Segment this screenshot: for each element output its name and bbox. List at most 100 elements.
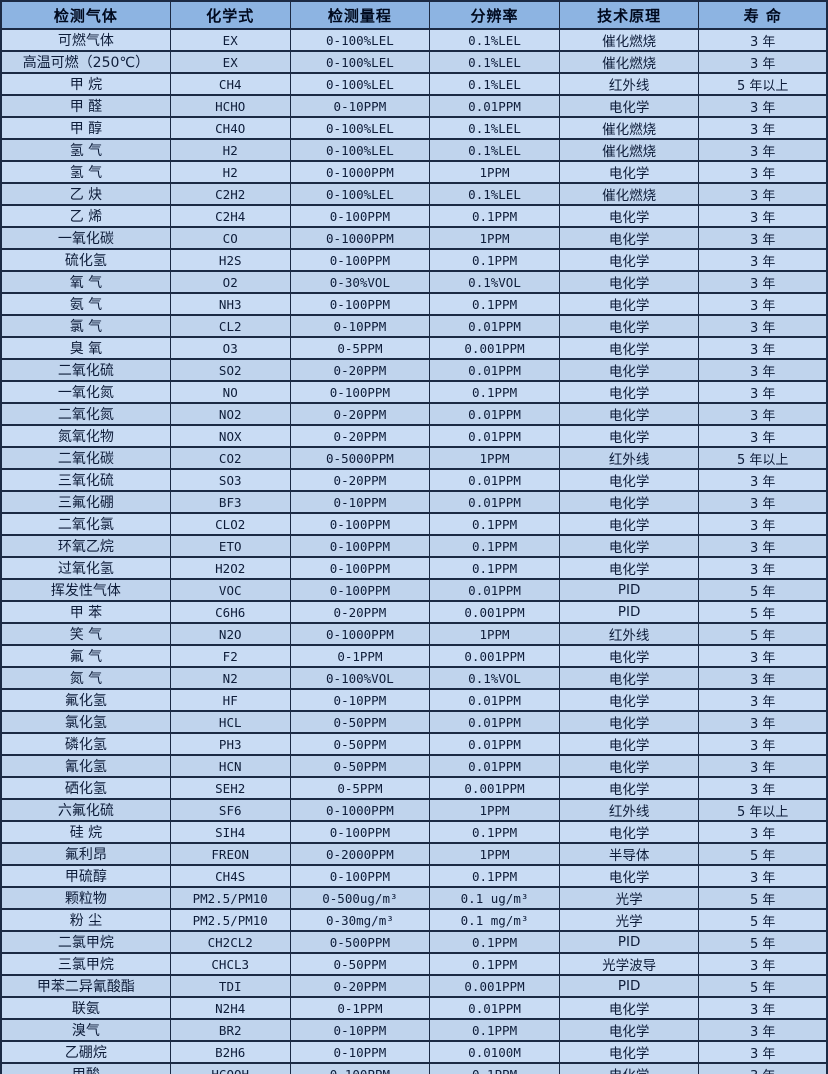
cell-principle: 红外线 [558,798,700,822]
cell-principle: 电化学 [558,512,700,536]
cell-resolution: 1PPM [429,622,560,646]
cell-gas: 粉 尘 [0,908,171,932]
cell-resolution: 0.1PPM [429,292,560,316]
cell-formula: N2O [169,622,291,646]
cell-lifespan: 3 年 [698,182,828,206]
cell-gas: 氰化氢 [0,754,171,778]
table-row: 挥发性气体 VOC 0-100PPM 0.01PPM PID 5 年 [0,578,828,602]
table-row: 粉 尘 PM2.5/PM10 0-30mg/m³ 0.1 mg/m³ 光学 5 年 [0,908,828,932]
cell-principle: 电化学 [558,1018,700,1042]
table-row: 笑 气 N2O 0-1000PPM 1PPM 红外线 5 年 [0,622,828,646]
cell-resolution: 0.001PPM [429,336,560,360]
cell-resolution: 0.1%LEL [429,28,560,52]
cell-lifespan: 5 年 [698,622,828,646]
cell-range: 0-50PPM [289,952,431,976]
table-row: 三氯甲烷 CHCL3 0-50PPM 0.1PPM 光学波导 3 年 [0,952,828,976]
cell-range: 0-100PPM [289,864,431,888]
cell-range: 0-100%LEL [289,50,431,74]
cell-range: 0-1000PPM [289,622,431,646]
cell-gas: 氮氧化物 [0,424,171,448]
cell-range: 0-1000PPM [289,226,431,250]
cell-principle: 电化学 [558,820,700,844]
cell-gas: 联氨 [0,996,171,1020]
cell-range: 0-100%LEL [289,28,431,52]
cell-formula: HCOOH [169,1062,291,1074]
table-row: 乙 炔 C2H2 0-100%LEL 0.1%LEL 催化燃烧 3 年 [0,182,828,206]
cell-range: 0-100%VOL [289,666,431,690]
table-row: 三氧化硫 SO3 0-20PPM 0.01PPM 电化学 3 年 [0,468,828,492]
cell-principle: 电化学 [558,1040,700,1064]
cell-lifespan: 3 年 [698,490,828,514]
cell-resolution: 0.1PPM [429,864,560,888]
table-row: 甲 烷 CH4 0-100%LEL 0.1%LEL 红外线 5 年以上 [0,72,828,96]
cell-gas: 甲 醇 [0,116,171,140]
cell-gas: 二氧化氯 [0,512,171,536]
table-row: 环氧乙烷 ETO 0-100PPM 0.1PPM 电化学 3 年 [0,534,828,558]
cell-lifespan: 3 年 [698,270,828,294]
cell-principle: PID [558,930,700,954]
cell-formula: VOC [169,578,291,602]
cell-resolution: 0.1 mg/m³ [429,908,560,932]
cell-resolution: 1PPM [429,446,560,470]
cell-lifespan: 3 年 [698,28,828,52]
cell-resolution: 0.1%VOL [429,666,560,690]
cell-resolution: 0.01PPM [429,402,560,426]
cell-resolution: 0.1PPM [429,556,560,580]
cell-principle: 电化学 [558,380,700,404]
cell-resolution: 1PPM [429,226,560,250]
cell-formula: H2 [169,138,291,162]
cell-gas: 臭 氧 [0,336,171,360]
cell-resolution: 1PPM [429,798,560,822]
table-row: 氟 气 F2 0-1PPM 0.001PPM 电化学 3 年 [0,644,828,668]
cell-resolution: 0.1PPM [429,820,560,844]
cell-formula: PH3 [169,732,291,756]
cell-range: 0-1000PPM [289,160,431,184]
cell-gas: 乙 烯 [0,204,171,228]
cell-formula: CHCL3 [169,952,291,976]
cell-principle: 红外线 [558,446,700,470]
cell-lifespan: 3 年 [698,644,828,668]
table-row: 甲 醇 CH4O 0-100%LEL 0.1%LEL 催化燃烧 3 年 [0,116,828,140]
cell-gas: 可燃气体 [0,28,171,52]
cell-formula: ETO [169,534,291,558]
cell-principle: 电化学 [558,754,700,778]
cell-lifespan: 3 年 [698,776,828,800]
cell-principle: 半导体 [558,842,700,866]
cell-formula: BR2 [169,1018,291,1042]
cell-principle: 电化学 [558,1062,700,1074]
cell-range: 0-20PPM [289,424,431,448]
cell-range: 0-20PPM [289,402,431,426]
cell-formula: SF6 [169,798,291,822]
cell-range: 0-10PPM [289,94,431,118]
table-row: 硅 烷 SIH4 0-100PPM 0.1PPM 电化学 3 年 [0,820,828,844]
cell-lifespan: 5 年以上 [698,446,828,470]
cell-principle: 电化学 [558,534,700,558]
cell-gas: 磷化氢 [0,732,171,756]
table-row: 甲苯二异氰酸酯 TDI 0-20PPM 0.001PPM PID 5 年 [0,974,828,998]
cell-resolution: 0.1%LEL [429,116,560,140]
cell-gas: 氟利昂 [0,842,171,866]
column-header-formula: 化学式 [169,0,291,30]
cell-formula: O2 [169,270,291,294]
cell-principle: 电化学 [558,160,700,184]
cell-range: 0-100%LEL [289,72,431,96]
cell-formula: H2 [169,160,291,184]
cell-formula: PM2.5/PM10 [169,908,291,932]
cell-range: 0-10PPM [289,688,431,712]
cell-resolution: 0.01PPM [429,710,560,734]
cell-gas: 三氧化硫 [0,468,171,492]
cell-formula: HF [169,688,291,712]
cell-gas: 氨 气 [0,292,171,316]
cell-resolution: 0.001PPM [429,776,560,800]
table-row: 硫化氢 H2S 0-100PPM 0.1PPM 电化学 3 年 [0,248,828,272]
cell-formula: C6H6 [169,600,291,624]
cell-resolution: 0.01PPM [429,424,560,448]
cell-principle: 电化学 [558,996,700,1020]
cell-lifespan: 5 年以上 [698,798,828,822]
table-row: 二氧化碳 CO2 0-5000PPM 1PPM 红外线 5 年以上 [0,446,828,470]
cell-formula: HCHO [169,94,291,118]
cell-formula: NH3 [169,292,291,316]
cell-formula: BF3 [169,490,291,514]
cell-gas: 氯化氢 [0,710,171,734]
cell-resolution: 0.1PPM [429,930,560,954]
